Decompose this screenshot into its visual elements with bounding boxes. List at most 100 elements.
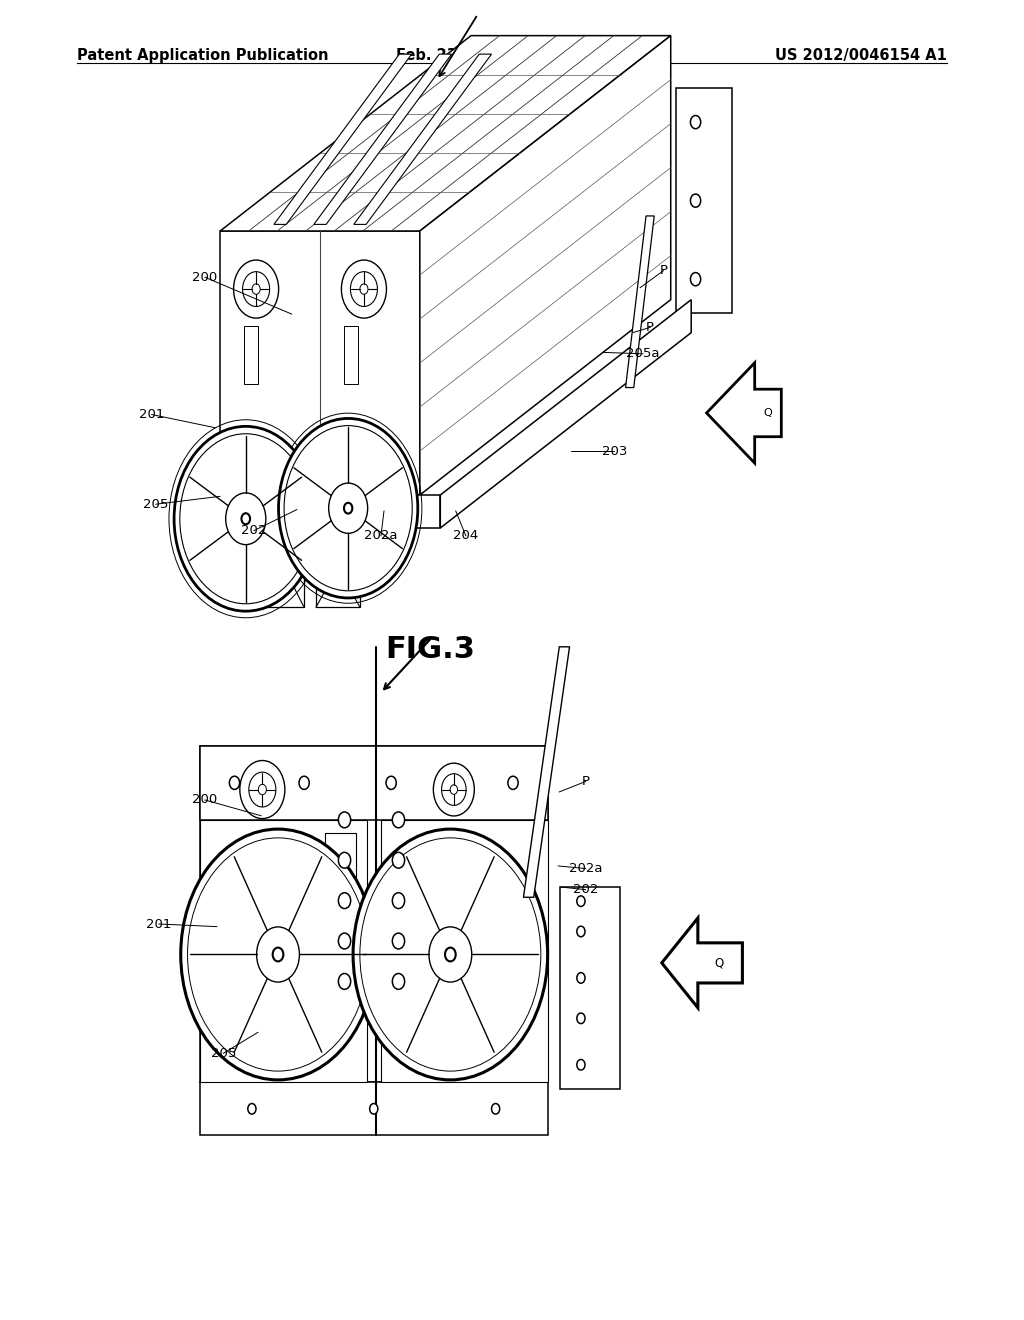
Circle shape: [284, 425, 413, 591]
Circle shape: [242, 513, 250, 524]
Circle shape: [353, 829, 548, 1080]
Circle shape: [392, 812, 404, 828]
Circle shape: [187, 838, 369, 1071]
Circle shape: [690, 194, 700, 207]
Circle shape: [492, 1104, 500, 1114]
Circle shape: [243, 272, 269, 306]
Circle shape: [392, 892, 404, 908]
Text: FIG.2: FIG.2: [385, 124, 475, 153]
Circle shape: [338, 933, 350, 949]
Circle shape: [451, 785, 458, 795]
Text: 205a: 205a: [627, 347, 659, 360]
Bar: [244, 326, 258, 384]
Circle shape: [341, 260, 386, 318]
Text: P: P: [582, 775, 590, 788]
Text: 203: 203: [602, 445, 627, 458]
Polygon shape: [523, 647, 569, 898]
Circle shape: [577, 1060, 585, 1071]
Text: 202: 202: [573, 883, 598, 896]
Bar: [200, 746, 548, 820]
Bar: [200, 1082, 548, 1135]
Circle shape: [429, 927, 472, 982]
Text: 201: 201: [146, 917, 171, 931]
Bar: [200, 746, 548, 1082]
Circle shape: [359, 284, 368, 294]
Text: 200: 200: [193, 793, 217, 807]
Bar: [200, 820, 367, 1082]
Circle shape: [338, 812, 350, 828]
Circle shape: [392, 853, 404, 869]
Circle shape: [445, 948, 456, 961]
Circle shape: [229, 776, 240, 789]
Polygon shape: [354, 54, 492, 224]
Text: 202a: 202a: [569, 862, 602, 875]
Circle shape: [350, 272, 378, 306]
Polygon shape: [626, 216, 654, 388]
Circle shape: [690, 273, 700, 286]
Circle shape: [370, 1104, 378, 1114]
Text: Q: Q: [715, 957, 724, 969]
Circle shape: [174, 426, 317, 611]
Text: 202a: 202a: [365, 529, 397, 543]
Circle shape: [338, 853, 350, 869]
Circle shape: [249, 772, 275, 807]
Circle shape: [441, 774, 466, 805]
Circle shape: [577, 896, 585, 907]
Circle shape: [338, 892, 350, 908]
Circle shape: [180, 434, 311, 603]
Circle shape: [359, 838, 541, 1071]
Circle shape: [233, 260, 279, 318]
Polygon shape: [313, 54, 452, 224]
Circle shape: [240, 760, 285, 818]
Circle shape: [279, 418, 418, 598]
Circle shape: [225, 492, 266, 545]
Circle shape: [508, 776, 518, 789]
Bar: [339, 894, 350, 1002]
Polygon shape: [273, 54, 412, 224]
Text: 200: 200: [193, 271, 217, 284]
Bar: [344, 326, 358, 384]
Circle shape: [392, 974, 404, 990]
Polygon shape: [220, 36, 671, 231]
Text: P: P: [659, 264, 668, 277]
Polygon shape: [264, 528, 304, 607]
Circle shape: [577, 927, 585, 937]
Circle shape: [248, 1104, 256, 1114]
Polygon shape: [662, 917, 742, 1007]
Circle shape: [299, 776, 309, 789]
Text: US 2012/0046154 A1: US 2012/0046154 A1: [775, 49, 947, 63]
Circle shape: [338, 974, 350, 990]
Text: Feb. 23, 2012  Sheet 2 of 17: Feb. 23, 2012 Sheet 2 of 17: [395, 49, 629, 63]
Text: FIG.3: FIG.3: [385, 635, 475, 664]
Bar: [393, 894, 404, 1002]
Text: 201: 201: [139, 408, 164, 421]
Bar: [205, 495, 440, 528]
Bar: [220, 231, 420, 495]
Text: 202: 202: [242, 524, 266, 537]
Text: P: P: [646, 321, 654, 334]
Text: 205: 205: [143, 498, 168, 511]
Circle shape: [344, 503, 352, 513]
Bar: [325, 833, 356, 894]
Bar: [676, 88, 732, 313]
Polygon shape: [707, 363, 781, 463]
Circle shape: [456, 776, 466, 789]
Circle shape: [386, 776, 396, 789]
Circle shape: [257, 927, 299, 982]
Text: 205: 205: [211, 1047, 236, 1060]
Circle shape: [392, 933, 404, 949]
Polygon shape: [440, 300, 691, 528]
Bar: [560, 887, 620, 1089]
Circle shape: [258, 784, 266, 795]
Polygon shape: [316, 528, 360, 607]
Circle shape: [329, 483, 368, 533]
Circle shape: [181, 829, 376, 1080]
Circle shape: [433, 763, 474, 816]
Text: Q: Q: [764, 408, 772, 418]
Circle shape: [272, 948, 284, 961]
Bar: [381, 820, 548, 1082]
Polygon shape: [420, 36, 671, 495]
Circle shape: [577, 973, 585, 983]
Text: Patent Application Publication: Patent Application Publication: [77, 49, 329, 63]
Circle shape: [252, 284, 260, 294]
